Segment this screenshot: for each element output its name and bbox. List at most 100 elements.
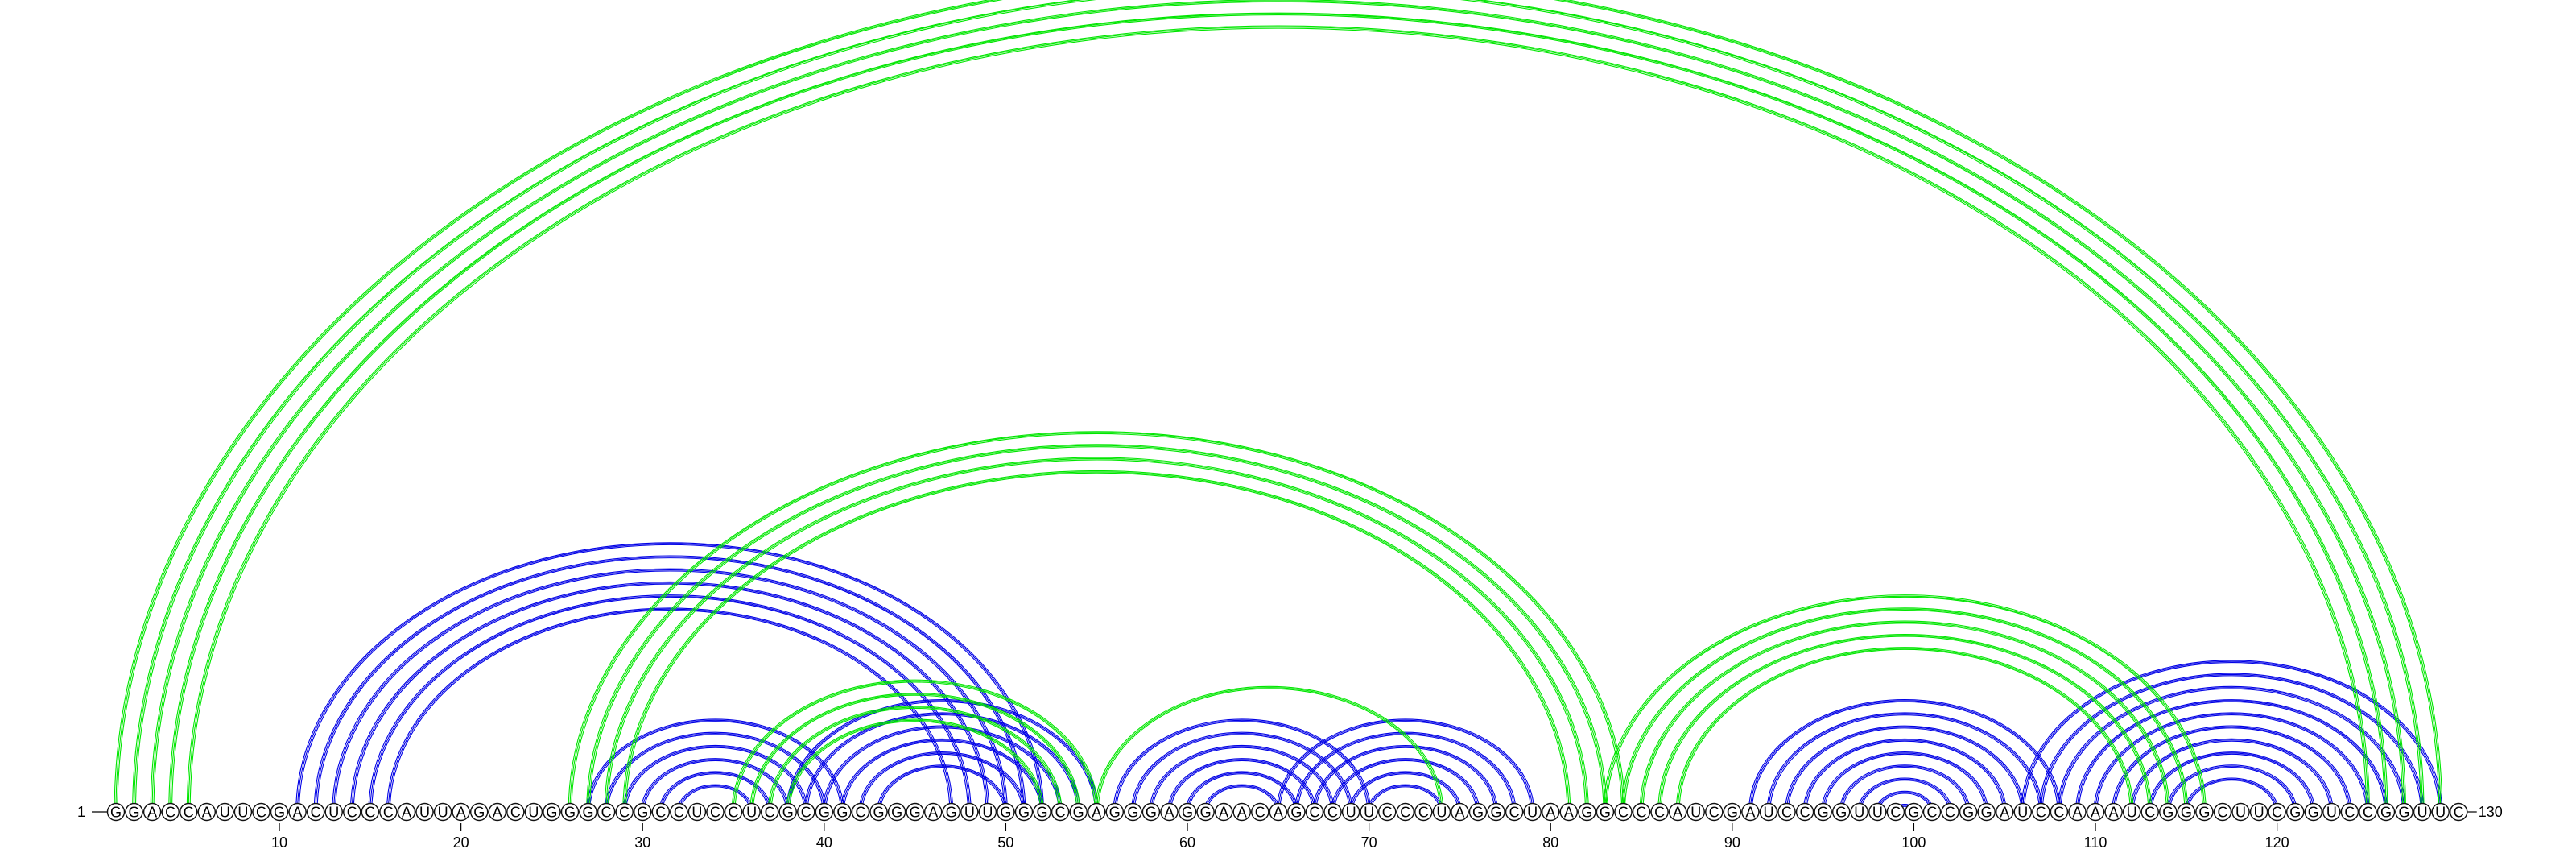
nucleotide-circle: [706, 802, 724, 822]
nucleotide-circle: [1487, 802, 1505, 822]
base-pair-arc: [1604, 595, 2205, 813]
nucleotide: G: [1014, 802, 1034, 822]
nucleotide-circle: [2249, 802, 2268, 822]
base-pair-arc: [752, 694, 1078, 813]
nucleotide-circle: [1650, 802, 1669, 822]
tick-label: 10: [271, 834, 287, 851]
nucleotide-letter: C: [256, 805, 266, 821]
tick-label: 70: [1361, 834, 1377, 851]
nucleotide-circle: [252, 802, 270, 822]
base-pair-arc: [1806, 740, 2004, 813]
nucleotide-circle: [488, 802, 506, 822]
base-pair-arc: [1149, 744, 1335, 813]
nucleotide-letter: G: [2308, 805, 2319, 821]
nucleotide-letter: G: [2380, 805, 2392, 821]
base-pair-arc: [2114, 727, 2349, 813]
base-pair-arc: [1152, 747, 1332, 813]
base-pair-arc: [1297, 734, 1513, 813]
base-pair-arc: [2151, 753, 2313, 813]
base-pair-arc: [807, 714, 1078, 813]
base-pair-arc: [1096, 687, 1443, 813]
nucleotide: U: [2231, 802, 2250, 822]
base-pair-arc: [171, 14, 2385, 813]
nucleotide: A: [397, 802, 416, 822]
base-pair-arc: [1097, 688, 1441, 813]
base-pair-arc: [877, 765, 1006, 813]
nucleotide-circle: [615, 802, 634, 822]
nucleotide-circle: [343, 802, 361, 822]
nucleotide-letter: G: [110, 805, 122, 821]
nucleotide-letter: A: [1237, 805, 1247, 821]
base-pair-arc: [2078, 701, 2385, 813]
nucleotide-circle: [2340, 802, 2359, 822]
nucleotide-circle: [2050, 802, 2069, 822]
nucleotide: U: [687, 802, 707, 822]
nucleotide-circle: [1305, 802, 1324, 822]
base-pair-arc: [1276, 718, 1535, 813]
base-pair-arc: [297, 543, 1043, 813]
arc-set-1: [295, 542, 2443, 813]
nucleotide-circle: [2395, 802, 2413, 822]
base-pair-arc: [1785, 725, 2025, 813]
base-pair-arc: [662, 773, 769, 813]
nucleotide-letter: C: [184, 805, 194, 821]
nucleotide-letter: U: [746, 805, 757, 821]
nucleotide-letter: C: [1418, 805, 1429, 821]
nucleotide-letter: G: [836, 805, 848, 821]
tick-label: 40: [816, 834, 832, 851]
base-pair-arc: [604, 457, 1589, 813]
nucleotide-letter: G: [2162, 805, 2174, 821]
nucleotide: G: [1959, 802, 1978, 822]
nucleotide-letter: U: [2235, 805, 2246, 821]
base-pair-arc: [1860, 780, 1950, 813]
base-pair-arc: [860, 752, 1025, 813]
nucleotide-letter: U: [1364, 805, 1374, 821]
nucleotide: U: [1341, 802, 1360, 822]
base-pair-arc: [1312, 744, 1499, 813]
nucleotide-circle: [978, 802, 997, 822]
tick-label: 80: [1542, 834, 1558, 851]
nucleotide-circle: [1069, 802, 1088, 822]
base-pair-arc: [1766, 712, 2043, 813]
nucleotide-circle: [851, 802, 870, 822]
nucleotide-circle: [1941, 802, 1959, 822]
nucleotide-circle: [2359, 802, 2377, 822]
base-pair-arc: [2041, 675, 2421, 813]
base-pair-arc: [588, 445, 1606, 813]
nucleotide-circle: [197, 802, 216, 822]
nucleotide-letter: G: [2181, 805, 2192, 821]
base-pair-arc: [786, 718, 1045, 813]
base-pair-arc: [640, 758, 791, 813]
base-pair-arc: [134, 0, 2423, 813]
base-pair-arc: [2075, 699, 2388, 813]
tick-label: 90: [1724, 834, 1740, 851]
nucleotide-letter: C: [1309, 805, 1319, 821]
nucleotide: C: [615, 802, 634, 822]
base-pair-arc: [295, 542, 1045, 813]
nucleotide-letter: C: [1637, 805, 1647, 821]
base-pair-arc: [2186, 778, 2278, 813]
nucleotide-circle: [397, 802, 416, 822]
nucleotide: C: [506, 802, 525, 822]
base-pair-arc: [1802, 738, 2007, 813]
nucleotide: C: [2268, 802, 2286, 822]
base-pair-arc: [1642, 623, 2167, 813]
nucleotide-circle: [233, 802, 253, 822]
nucleotide-letter: G: [910, 805, 921, 821]
nucleotide: U: [2249, 802, 2268, 822]
nucleotide: G: [1178, 802, 1197, 822]
nucleotide-circle: [452, 802, 470, 822]
nucleotide: U: [1868, 802, 1887, 822]
base-pair-arc: [2058, 687, 2405, 813]
nucleotide-letter: U: [691, 805, 702, 821]
nucleotide-letter: A: [493, 805, 502, 821]
base-pair-arcs: [114, 0, 2443, 813]
base-pair-arc: [604, 731, 827, 813]
base-pair-arc: [678, 785, 753, 813]
nucleotide-circle: [2268, 802, 2286, 822]
nucleotide: A: [2086, 802, 2105, 822]
base-pair-arc: [1168, 759, 1315, 813]
base-pair-arc: [1657, 633, 2153, 813]
tick-label: 50: [997, 834, 1013, 851]
nucleotide-circle: [1777, 802, 1796, 822]
